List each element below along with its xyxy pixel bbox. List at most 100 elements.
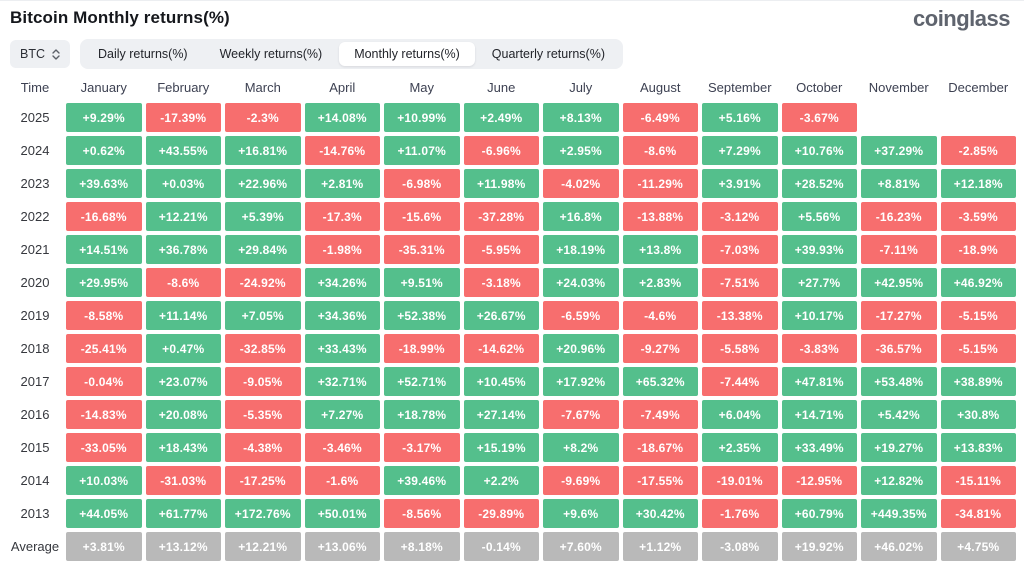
return-cell: +7.27% bbox=[304, 400, 380, 429]
page-title: Bitcoin Monthly returns(%) bbox=[10, 8, 230, 27]
return-cell: +46.92% bbox=[940, 268, 1016, 297]
return-cell: -14.83% bbox=[66, 400, 142, 429]
table-row-2019: 2019 -8.58% +11.14% +7.05% +34.36% +52.38% +26… bbox=[8, 301, 1016, 330]
return-cell: -36.57% bbox=[861, 334, 937, 363]
return-cell: +10.03% bbox=[66, 466, 142, 495]
return-cell: +27.14% bbox=[463, 400, 539, 429]
return-cell: -1.76% bbox=[702, 499, 778, 528]
return-cell: -14.76% bbox=[304, 136, 380, 165]
table-row-2018: 2018 -25.41% +0.47% -32.85% +33.43% -18.99% -1… bbox=[8, 334, 1016, 363]
return-cell: +7.60% bbox=[543, 532, 619, 561]
tab-daily[interactable]: Daily returns(%) bbox=[98, 47, 188, 61]
return-cell: +33.43% bbox=[304, 334, 380, 363]
return-cell: +53.48% bbox=[861, 367, 937, 396]
return-cell: -4.02% bbox=[543, 169, 619, 198]
tab-monthly[interactable]: Monthly returns(%) bbox=[339, 42, 475, 66]
row-time-label: 2016 bbox=[20, 407, 50, 422]
return-period-tabs: Daily returns(%) Weekly returns(%) Monthly… bbox=[80, 39, 624, 69]
return-cell: -5.35% bbox=[225, 400, 301, 429]
return-cell: +2.2% bbox=[463, 466, 539, 495]
return-cell: +17.92% bbox=[543, 367, 619, 396]
row-time-label: 2013 bbox=[20, 506, 50, 521]
return-cell: +2.35% bbox=[702, 433, 778, 462]
return-cell: +30.8% bbox=[940, 400, 1016, 429]
table-row-2015: 2015 -33.05% +18.43% -4.38% -3.46% -3.17% +15.… bbox=[8, 433, 1016, 462]
return-cell: +37.29% bbox=[861, 136, 937, 165]
return-cell: -1.6% bbox=[304, 466, 380, 495]
return-cell: +0.62% bbox=[66, 136, 142, 165]
return-cell: -31.03% bbox=[145, 466, 221, 495]
table-row-2021: 2021 +14.51% +36.78% +29.84% -1.98% -35.31% -5… bbox=[8, 235, 1016, 264]
table-row-2025: 2025 +9.29% -17.39% -2.3% +14.08% +10.99% +2.4… bbox=[8, 103, 1016, 132]
month-header-march: March bbox=[244, 80, 281, 95]
return-cell: +14.08% bbox=[304, 103, 380, 132]
return-cell: -15.11% bbox=[940, 466, 1016, 495]
return-cell: +14.71% bbox=[781, 400, 857, 429]
return-cell: -15.6% bbox=[384, 202, 460, 231]
month-header-august: August bbox=[640, 80, 681, 95]
return-cell: -6.49% bbox=[622, 103, 698, 132]
return-cell: +19.92% bbox=[781, 532, 857, 561]
return-cell: -6.59% bbox=[543, 301, 619, 330]
return-cell: -2.85% bbox=[940, 136, 1016, 165]
return-cell: -13.38% bbox=[702, 301, 778, 330]
top-bar: Bitcoin Monthly returns(%) coinglass bbox=[0, 1, 1024, 30]
return-cell: -3.18% bbox=[463, 268, 539, 297]
return-cell: -7.49% bbox=[622, 400, 698, 429]
return-cell: +11.07% bbox=[384, 136, 460, 165]
return-cell: +11.14% bbox=[145, 301, 221, 330]
return-cell: +9.51% bbox=[384, 268, 460, 297]
return-cell: -17.3% bbox=[304, 202, 380, 231]
return-cell: +34.36% bbox=[304, 301, 380, 330]
table-row-2014: 2014 +10.03% -31.03% -17.25% -1.6% +39.46% +2.… bbox=[8, 466, 1016, 495]
month-header-april: April bbox=[329, 80, 356, 95]
tab-quarterly[interactable]: Quarterly returns(%) bbox=[491, 47, 606, 61]
month-header-january: January bbox=[80, 80, 127, 95]
return-cell: +5.16% bbox=[702, 103, 778, 132]
return-cell: +39.63% bbox=[66, 169, 142, 198]
return-cell: +0.03% bbox=[145, 169, 221, 198]
row-time-label: 2015 bbox=[20, 440, 50, 455]
row-time-label: 2017 bbox=[20, 374, 50, 389]
month-header-july: July bbox=[569, 80, 593, 95]
return-cell: +7.29% bbox=[702, 136, 778, 165]
controls-bar: BTC Daily returns(%) Weekly returns(%) Mon… bbox=[10, 39, 1024, 69]
return-cell: -17.27% bbox=[861, 301, 937, 330]
return-cell: -9.69% bbox=[543, 466, 619, 495]
month-header-december: December bbox=[948, 80, 1009, 95]
time-column-header: Time bbox=[20, 80, 50, 95]
return-cell: +36.78% bbox=[145, 235, 221, 264]
return-cell: +2.49% bbox=[463, 103, 539, 132]
return-cell: +19.27% bbox=[861, 433, 937, 462]
coin-select[interactable]: BTC bbox=[10, 40, 70, 68]
coinglass-logo[interactable]: coinglass bbox=[913, 6, 1010, 31]
table-row-2016: 2016 -14.83% +20.08% -5.35% +7.27% +18.78% +27… bbox=[8, 400, 1016, 429]
return-cell: -3.46% bbox=[304, 433, 380, 462]
return-cell: +20.96% bbox=[543, 334, 619, 363]
row-time-label: Average bbox=[10, 539, 60, 554]
return-cell: +9.29% bbox=[66, 103, 142, 132]
sort-arrows-icon bbox=[52, 48, 60, 60]
table-row-2024: 2024 +0.62% +43.55% +16.81% -14.76% +11.07% -6… bbox=[8, 136, 1016, 165]
return-cell: -3.83% bbox=[781, 334, 857, 363]
tab-weekly[interactable]: Weekly returns(%) bbox=[219, 47, 323, 61]
return-cell: +65.32% bbox=[622, 367, 698, 396]
return-cell: +12.21% bbox=[145, 202, 221, 231]
return-cell: +23.07% bbox=[145, 367, 221, 396]
return-cell: +12.18% bbox=[940, 169, 1016, 198]
return-cell: +12.21% bbox=[225, 532, 301, 561]
table-header-row: Time January February March April May June Jul… bbox=[8, 75, 1016, 99]
return-cell: -16.68% bbox=[66, 202, 142, 231]
return-cell: -8.6% bbox=[622, 136, 698, 165]
return-cell: +8.18% bbox=[384, 532, 460, 561]
return-cell: -7.03% bbox=[702, 235, 778, 264]
return-cell: -1.98% bbox=[304, 235, 380, 264]
return-cell: +16.8% bbox=[543, 202, 619, 231]
return-cell: -18.9% bbox=[940, 235, 1016, 264]
return-cell: -17.55% bbox=[622, 466, 698, 495]
empty-cell bbox=[941, 103, 1017, 132]
coin-select-value: BTC bbox=[20, 47, 45, 61]
return-cell: +13.06% bbox=[304, 532, 380, 561]
return-cell: +5.39% bbox=[225, 202, 301, 231]
